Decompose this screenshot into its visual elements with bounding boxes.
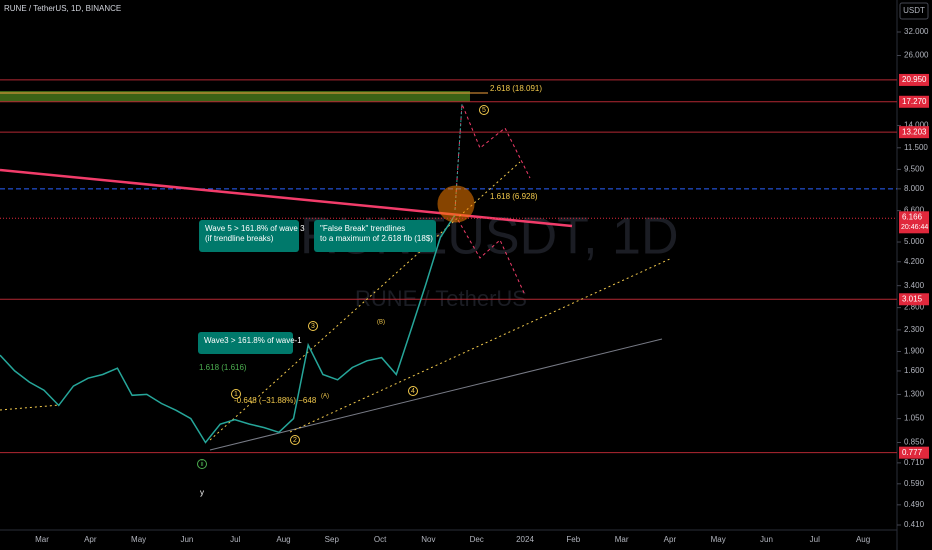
y-tick-label: 32.000 [904,27,929,36]
x-tick-label: Oct [374,535,387,544]
annotation: -0.648 (−31.88%) −648 [234,396,317,405]
callout-text: (if trendline breaks) [205,234,274,243]
wave-label: y [200,488,204,497]
price-line [0,214,456,444]
y-tick-label: 0.710 [904,458,925,467]
y-tick-label: 11.500 [904,143,928,152]
wave-label: 2 [293,437,297,444]
x-tick-label: Jul [230,535,240,544]
x-tick-label: Sep [325,535,340,544]
y-tick-label: 1.050 [904,414,925,423]
watermark-sub: RUNE / TetherUS [355,286,527,311]
wave-marker [479,105,489,115]
wave-marker [290,435,300,445]
callout-text: "False Break" trendlines [320,224,405,233]
x-tick-label: May [131,535,146,544]
x-tick-label: Aug [856,535,870,544]
projection [454,103,531,211]
annotation: 1.618 (1.616) [199,363,247,372]
price-time: 20:46:44 [901,224,928,231]
wave-marker [197,459,207,469]
x-tick-label: Apr [84,535,97,544]
wave-label: 4 [411,388,415,395]
y-tick-label: 1.900 [904,347,925,356]
y-tick-label: 5.000 [904,237,925,246]
x-tick-label: Apr [664,535,677,544]
wave-label: ii [200,461,204,468]
level-box [899,293,929,306]
y-tick-label: 0.590 [904,479,925,488]
callout [314,220,436,252]
callout-text: to a maximum of 2.618 fib (18$) [320,234,433,243]
x-tick-label: Mar [615,535,629,544]
wave-label: 1 [234,391,238,398]
target-circle [437,185,475,223]
level-label: 20.950 [902,75,927,84]
y-tick-label: 9.500 [904,165,925,174]
x-tick-label: Dec [470,535,484,544]
x-tick-label: Jun [760,535,773,544]
y-tick-label: 26.000 [904,51,929,60]
annotation: 2.618 (18.091) [490,84,542,93]
y-tick-label: 0.410 [904,520,925,529]
y-tick-label: 4.200 [904,257,925,266]
y-tick-label: 0.850 [904,438,925,447]
annotation: 1.618 (6.928) [490,192,538,201]
wave-label: 5 [482,107,486,114]
y-tick-label: 3.400 [904,281,925,290]
callout-text: Wave3 > 161.8% of wave-1 [204,336,302,345]
x-tick-label: Jun [180,535,193,544]
y-tick-label: 1.300 [904,390,925,399]
wave-marker [231,389,241,399]
callout [199,220,299,252]
x-tick-label: 2024 [516,535,534,544]
callout [198,332,293,354]
wave-marker [408,386,418,396]
trendline [0,404,61,411]
currency[interactable]: USDT [903,6,925,15]
y-tick-label: 14.000 [904,121,929,130]
trendline [0,168,573,228]
x-tick-label: May [711,535,726,544]
price-box [899,211,929,234]
x-tick-label: Aug [276,535,290,544]
wave-label: 3 [311,323,315,330]
y-tick-label: 2.800 [904,303,925,312]
price-label: 6.166 [902,212,923,221]
y-tick-label: 2.300 [904,325,925,334]
wave-marker [308,321,318,331]
level-box [899,95,929,108]
level-box [899,126,929,139]
symbol-title: RUNE / TetherUS, 1D, BINANCE [4,4,121,13]
annotation: (A) [321,394,329,400]
currency-box[interactable] [899,2,929,20]
level-box [899,73,929,86]
level-label: 13.203 [902,127,927,136]
trendline [209,338,663,451]
x-tick-label: Nov [421,535,435,544]
x-tick-label: Feb [566,535,580,544]
level-label: 17.270 [902,97,927,106]
fib-zone [0,91,470,102]
y-tick-label: 6.600 [904,206,925,215]
x-tick-label: Jul [810,535,820,544]
level-box [899,446,929,459]
y-tick-label: 0.490 [904,500,925,509]
level-label: 0.777 [902,448,923,457]
y-tick-label: 8.000 [904,184,925,193]
x-tick-label: Mar [35,535,49,544]
y-tick-label: 1.600 [904,366,925,375]
callout-text: Wave 5 > 161.8% of wave 3 [205,224,305,233]
level-label: 3.015 [902,294,923,303]
annotation: (B) [377,320,385,326]
